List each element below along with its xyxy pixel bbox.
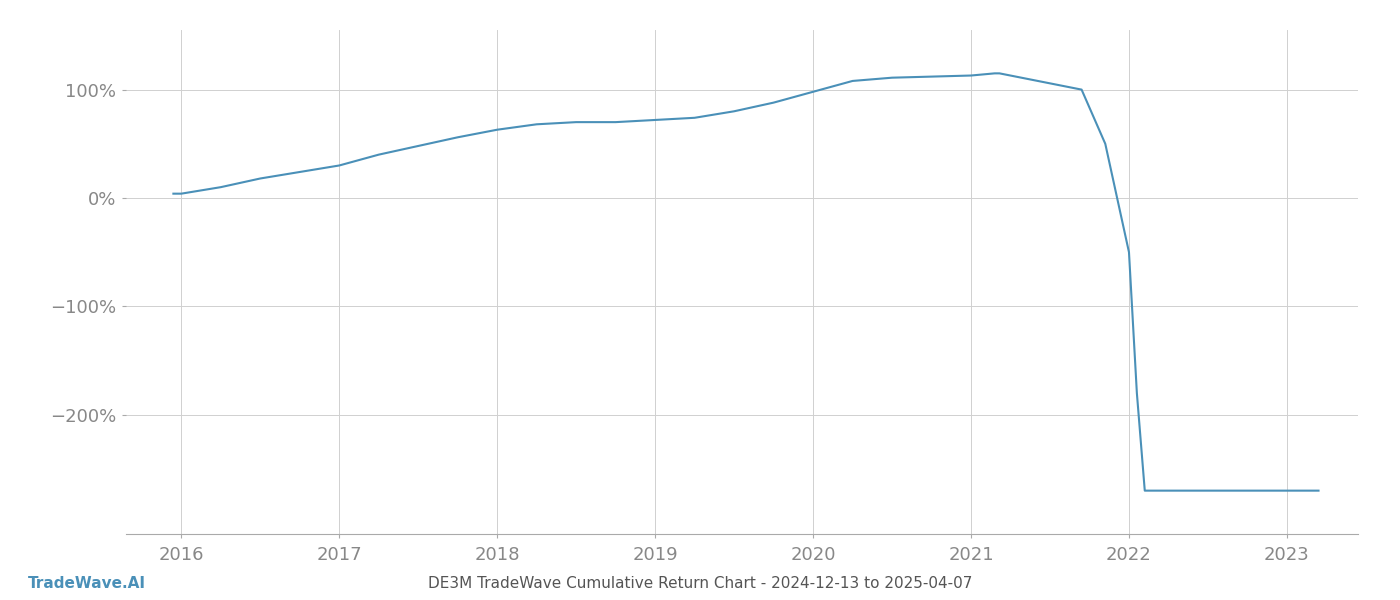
Text: DE3M TradeWave Cumulative Return Chart - 2024-12-13 to 2025-04-07: DE3M TradeWave Cumulative Return Chart -… (428, 576, 972, 591)
Text: TradeWave.AI: TradeWave.AI (28, 576, 146, 591)
